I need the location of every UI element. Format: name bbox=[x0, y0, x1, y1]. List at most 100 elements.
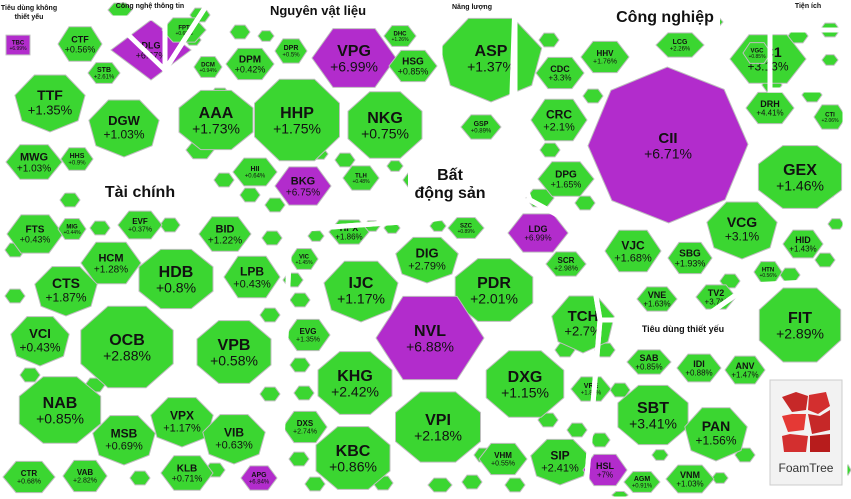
cell-hii[interactable]: HII+0.64% bbox=[232, 157, 278, 187]
cell-cii[interactable]: CII+6.71% bbox=[587, 66, 749, 224]
minor-cell[interactable] bbox=[261, 230, 283, 246]
cell-pdr[interactable]: PDR+2.01% bbox=[454, 258, 534, 322]
cell-shape[interactable] bbox=[388, 49, 438, 83]
cell-gsp[interactable]: GSP+0.89% bbox=[460, 114, 502, 140]
minor-cell[interactable] bbox=[814, 252, 836, 268]
cell-shape[interactable] bbox=[395, 391, 481, 463]
cell-shape[interactable] bbox=[582, 453, 628, 487]
cell-dpr[interactable]: DPR+0.5% bbox=[274, 38, 308, 64]
minor-cell[interactable] bbox=[651, 449, 669, 461]
cell-shape[interactable] bbox=[535, 56, 585, 90]
cell-shape[interactable] bbox=[5, 144, 63, 180]
cell-fit[interactable]: FIT+2.89% bbox=[758, 287, 842, 363]
cell-shape[interactable] bbox=[478, 442, 528, 476]
cell-shape[interactable] bbox=[454, 258, 534, 322]
cell-vhm[interactable]: VHM+0.55% bbox=[478, 442, 528, 476]
cell-tbc[interactable]: TBC+6.99% bbox=[5, 34, 31, 56]
minor-cell[interactable] bbox=[129, 470, 151, 486]
cell-shape[interactable] bbox=[150, 397, 214, 448]
cell-dig[interactable]: DIG+2.79% bbox=[395, 236, 459, 284]
minor-cell[interactable] bbox=[504, 477, 526, 493]
minor-cell[interactable] bbox=[461, 474, 483, 490]
cell-bid[interactable]: BID+1.22% bbox=[198, 216, 252, 252]
cell-vic[interactable]: VIC+1.45% bbox=[289, 248, 319, 270]
cell-shape[interactable] bbox=[87, 62, 121, 84]
cell-shape[interactable] bbox=[667, 241, 713, 275]
cell-shape[interactable] bbox=[507, 213, 569, 253]
cell-sab[interactable]: SAB+0.85% bbox=[626, 349, 672, 375]
cell-shape[interactable] bbox=[684, 407, 748, 462]
cell-shape[interactable] bbox=[57, 218, 87, 240]
cell-shape[interactable] bbox=[383, 25, 417, 47]
cell-ldg[interactable]: LDG+6.99% bbox=[507, 213, 569, 253]
minor-cell[interactable] bbox=[821, 54, 839, 66]
cell-shape[interactable] bbox=[757, 145, 843, 209]
cell-cdc[interactable]: CDC+3.3% bbox=[535, 56, 585, 90]
cell-vgc[interactable]: VGC+0.85% bbox=[742, 42, 772, 64]
cell-shape[interactable] bbox=[636, 286, 678, 312]
cell-shape[interactable] bbox=[537, 161, 595, 197]
cell-shape[interactable] bbox=[587, 66, 749, 224]
cell-dgw[interactable]: DGW+1.03% bbox=[88, 99, 160, 158]
cell-evf[interactable]: EVF+0.37% bbox=[117, 210, 163, 240]
cell-nvl[interactable]: NVL+6.88% bbox=[375, 295, 485, 381]
cell-shape[interactable] bbox=[580, 40, 630, 74]
cell-shape[interactable] bbox=[62, 459, 108, 493]
minor-cell[interactable] bbox=[89, 220, 111, 236]
cell-sbg[interactable]: SBG+1.93% bbox=[667, 241, 713, 275]
cell-shape[interactable] bbox=[782, 229, 824, 259]
cell-shape[interactable] bbox=[530, 98, 588, 142]
cell-shape[interactable] bbox=[138, 248, 214, 310]
cell-shape[interactable] bbox=[745, 91, 795, 125]
cell-vpg[interactable]: VPG+6.99% bbox=[311, 28, 397, 88]
minor-cell[interactable] bbox=[293, 385, 315, 401]
cell-shape[interactable] bbox=[193, 56, 223, 78]
cell-szc[interactable]: SZC+0.89% bbox=[447, 217, 485, 239]
cell-dxg[interactable]: DXG+1.15% bbox=[485, 350, 565, 418]
minor-cell[interactable] bbox=[259, 307, 281, 323]
cell-shape[interactable] bbox=[289, 248, 319, 270]
cell-hhv[interactable]: HHV+1.76% bbox=[580, 40, 630, 74]
cell-hhp[interactable]: HHP+1.75% bbox=[254, 78, 340, 162]
cell-dpg[interactable]: DPG+1.65% bbox=[537, 161, 595, 197]
minor-cell[interactable] bbox=[566, 422, 588, 438]
cell-shape[interactable] bbox=[655, 32, 705, 58]
cell-shape[interactable] bbox=[5, 34, 31, 56]
cell-drh[interactable]: DRH+4.41% bbox=[745, 91, 795, 125]
cell-stb[interactable]: STB+2.61% bbox=[87, 62, 121, 84]
cell-hdb[interactable]: HDB+0.8% bbox=[138, 248, 214, 310]
minor-cell[interactable] bbox=[259, 386, 281, 402]
cell-htn[interactable]: HTN+0.56% bbox=[753, 261, 783, 283]
cell-vab[interactable]: VAB+2.82% bbox=[62, 459, 108, 493]
cell-shape[interactable] bbox=[202, 414, 266, 465]
cell-evg[interactable]: EVG+1.35% bbox=[285, 318, 331, 352]
cell-vpi[interactable]: VPI+2.18% bbox=[395, 391, 481, 463]
cell-agm[interactable]: AGM+0.91% bbox=[623, 471, 661, 493]
minor-cell[interactable] bbox=[288, 451, 310, 467]
cell-sbt[interactable]: SBT+3.41% bbox=[617, 384, 689, 446]
cell-dhc[interactable]: DHC+1.26% bbox=[383, 25, 417, 47]
cell-shape[interactable] bbox=[282, 410, 328, 444]
cell-kbc[interactable]: KBC+0.86% bbox=[315, 426, 391, 490]
cell-shape[interactable] bbox=[285, 318, 331, 352]
cell-shape[interactable] bbox=[758, 287, 842, 363]
cell-mig[interactable]: MIG+0.44% bbox=[57, 218, 87, 240]
minor-cell[interactable] bbox=[4, 288, 26, 304]
cell-shape[interactable] bbox=[160, 455, 214, 491]
cell-shape[interactable] bbox=[460, 114, 502, 140]
cell-vci[interactable]: VCI+0.43% bbox=[10, 316, 70, 367]
minor-cell[interactable] bbox=[239, 187, 261, 203]
cell-scr[interactable]: SCR+2.98% bbox=[545, 251, 587, 277]
minor-cell[interactable] bbox=[213, 172, 235, 188]
minor-cell[interactable] bbox=[386, 160, 404, 172]
cell-shape[interactable] bbox=[626, 349, 672, 375]
cell-shape[interactable] bbox=[92, 415, 156, 466]
minor-cell[interactable] bbox=[289, 292, 311, 308]
cell-shape[interactable] bbox=[232, 157, 278, 187]
cell-khg[interactable]: KHG+2.42% bbox=[317, 351, 393, 415]
cell-ttf[interactable]: TTF+1.35% bbox=[14, 74, 86, 133]
cell-tlh[interactable]: TLH+0.48% bbox=[342, 165, 380, 191]
cell-shape[interactable] bbox=[706, 201, 778, 260]
minor-cell[interactable] bbox=[539, 142, 561, 158]
cell-shape[interactable] bbox=[623, 471, 661, 493]
